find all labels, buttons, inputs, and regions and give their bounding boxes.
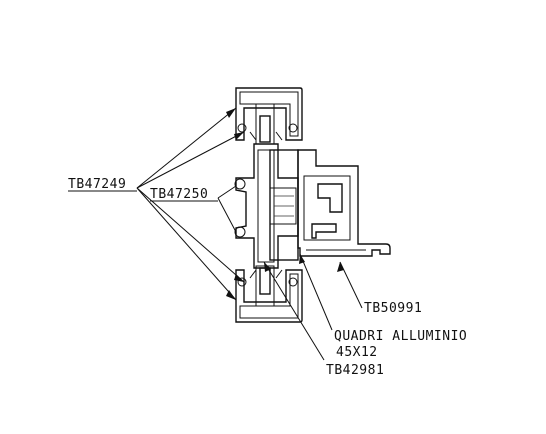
bottom-rail-profile (235, 265, 303, 323)
label-quadri-line1: QUADRI ALLUMINIO (334, 329, 467, 344)
leader-lines (136, 107, 363, 361)
bracket-profile (297, 149, 391, 257)
label-quadri-line2: 45X12 (336, 345, 378, 360)
label-tb47250: TB47250 (150, 187, 208, 202)
label-tb42981: TB42981 (326, 363, 384, 378)
label-tb50991: TB50991 (364, 301, 422, 316)
central-mullion-profile (234, 143, 299, 269)
leader-arrowheads (226, 108, 344, 300)
top-rail-profile (235, 87, 303, 145)
label-tb47249: TB47249 (68, 177, 126, 192)
